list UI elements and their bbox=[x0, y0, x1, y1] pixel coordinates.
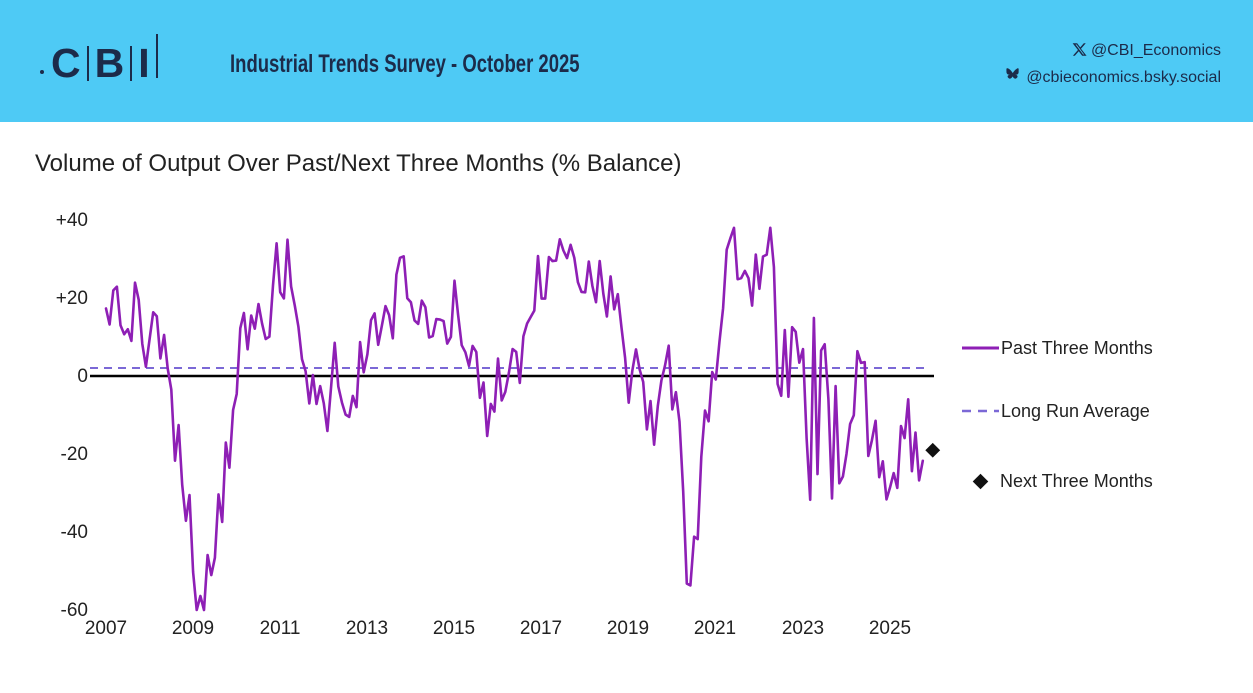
svg-text:0: 0 bbox=[77, 366, 88, 387]
svg-text:2007: 2007 bbox=[85, 618, 127, 639]
svg-text:+20: +20 bbox=[56, 288, 88, 309]
svg-text:2017: 2017 bbox=[520, 618, 562, 639]
svg-text:2021: 2021 bbox=[694, 618, 736, 639]
svg-text:Past Three Months: Past Three Months bbox=[1001, 338, 1153, 358]
svg-text:2015: 2015 bbox=[433, 618, 475, 639]
svg-text:-20: -20 bbox=[61, 444, 88, 465]
svg-text:2009: 2009 bbox=[172, 618, 214, 639]
svg-text:Next Three Months: Next Three Months bbox=[1000, 471, 1153, 491]
svg-text:2025: 2025 bbox=[869, 618, 911, 639]
svg-text:Long Run Average: Long Run Average bbox=[1001, 401, 1150, 421]
svg-text:2023: 2023 bbox=[782, 618, 824, 639]
svg-text:2019: 2019 bbox=[607, 618, 649, 639]
svg-text:-40: -40 bbox=[61, 522, 88, 543]
svg-text:2011: 2011 bbox=[260, 618, 301, 639]
svg-text:+40: +40 bbox=[56, 210, 88, 231]
svg-text:2013: 2013 bbox=[346, 618, 388, 639]
